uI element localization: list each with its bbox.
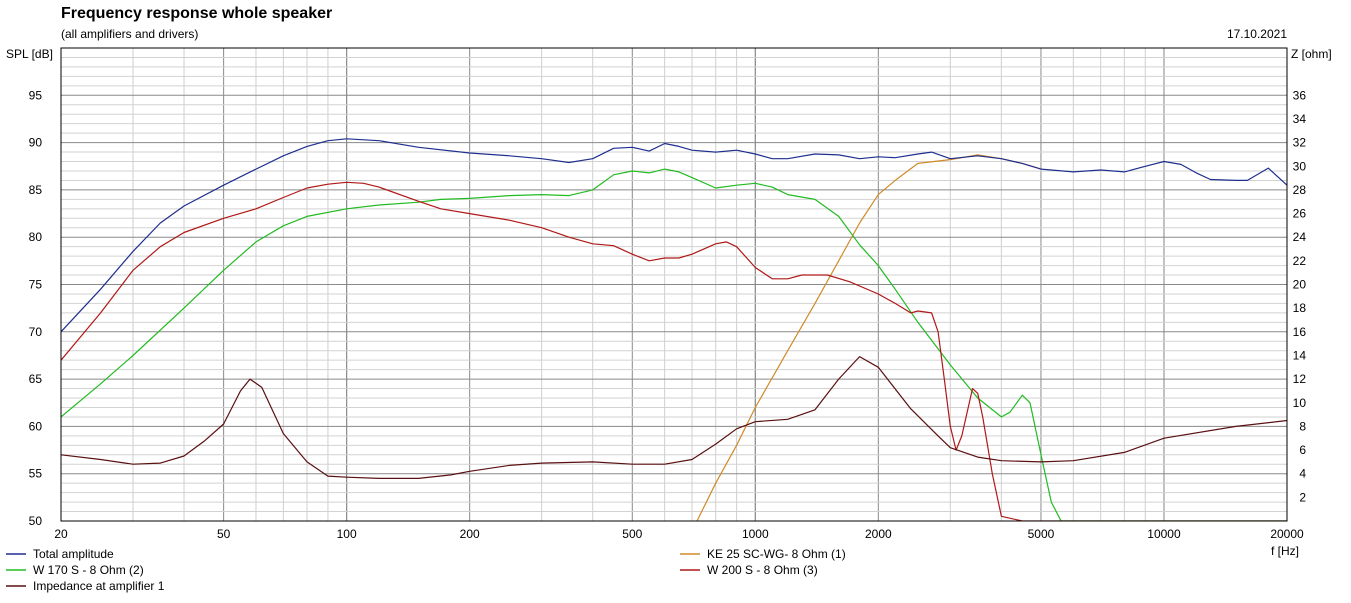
x-tick-label: 5000 [1028, 527, 1055, 541]
y2-tick-label: 20 [1293, 278, 1307, 292]
y2-tick-label: 14 [1293, 348, 1307, 362]
y2-tick-label: 24 [1293, 230, 1307, 244]
x-tick-label: 10000 [1147, 527, 1181, 541]
series-line-w-170-s-8-ohm-2 [61, 168, 1287, 521]
y2-tick-label: 30 [1293, 159, 1307, 173]
series-line-ke-25-sc-wg-8-ohm-1 [696, 154, 1042, 521]
series-line-impedance-at-amplifier-1 [61, 356, 1287, 479]
series-layer [61, 138, 1287, 521]
y2-tick-label: 32 [1293, 136, 1307, 150]
legend-label-total-amplitude: Total amplitude [33, 547, 114, 561]
series-line-w-200-s-8-ohm-3 [61, 181, 1287, 521]
x-tick-label: 1000 [742, 527, 769, 541]
y2-tick-label: 34 [1293, 112, 1307, 126]
legend-label-w-170-s-8-ohm-2: W 170 S - 8 Ohm (2) [33, 563, 144, 577]
y2-tick-label: 16 [1293, 325, 1307, 339]
y-tick-label: 80 [29, 230, 43, 244]
y2-tick-label: 10 [1293, 396, 1307, 410]
y2-tick-label: 2 [1299, 490, 1306, 504]
x-tick-label: 50 [217, 527, 231, 541]
y2-tick-label: 22 [1293, 254, 1307, 268]
y2-tick-label: 4 [1299, 467, 1306, 481]
y-tick-label: 95 [29, 88, 43, 102]
y2-tick-label: 36 [1293, 88, 1307, 102]
y2-axis-label: Z [ohm] [1291, 47, 1332, 61]
y-tick-label: 60 [29, 419, 43, 433]
x-tick-label: 20 [54, 527, 68, 541]
y2-tick-label: 18 [1293, 301, 1307, 315]
x-tick-label: 2000 [865, 527, 892, 541]
y-tick-label: 55 [29, 467, 43, 481]
legend-label-impedance-at-amplifier-1: Impedance at amplifier 1 [33, 579, 165, 593]
y-tick-label: 50 [29, 514, 43, 528]
plot-frame [60, 47, 1288, 522]
y-tick-label: 75 [29, 278, 43, 292]
legend-label-ke-25-sc-wg-8-ohm-1: KE 25 SC-WG- 8 Ohm (1) [707, 547, 846, 561]
y-tick-label: 70 [29, 325, 43, 339]
x-tick-label: 20000 [1270, 527, 1304, 541]
x-tick-label: 200 [460, 527, 480, 541]
y-tick-label: 90 [29, 136, 43, 150]
x-tick-label: 100 [337, 527, 357, 541]
y2-tick-label: 12 [1293, 372, 1307, 386]
x-tick-label: 500 [622, 527, 642, 541]
x-axis-label: f [Hz] [1271, 544, 1299, 558]
y-axis-label: SPL [dB] [6, 47, 53, 61]
legend-label-w-200-s-8-ohm-3: W 200 S - 8 Ohm (3) [707, 563, 818, 577]
series-line-total-amplitude [61, 138, 1287, 333]
y2-tick-label: 26 [1293, 207, 1307, 221]
y-tick-label: 65 [29, 372, 43, 386]
y2-tick-label: 28 [1293, 183, 1307, 197]
y-tick-label: 85 [29, 183, 43, 197]
grid [61, 48, 1287, 521]
chart-title: Frequency response whole speaker [61, 5, 333, 22]
legend: Total amplitude W 170 S - 8 Ohm (2) Impeda… [6, 547, 846, 593]
y2-tick-label: 8 [1299, 419, 1306, 433]
chart-subtitle: (all amplifiers and drivers) [61, 27, 199, 41]
chart-date: 17.10.2021 [1226, 27, 1287, 41]
y2-tick-label: 6 [1299, 443, 1306, 457]
tick-labels: 20 50 100 200 500 1000 2000 5000 10000 20000 50 55 6… [29, 88, 1307, 541]
